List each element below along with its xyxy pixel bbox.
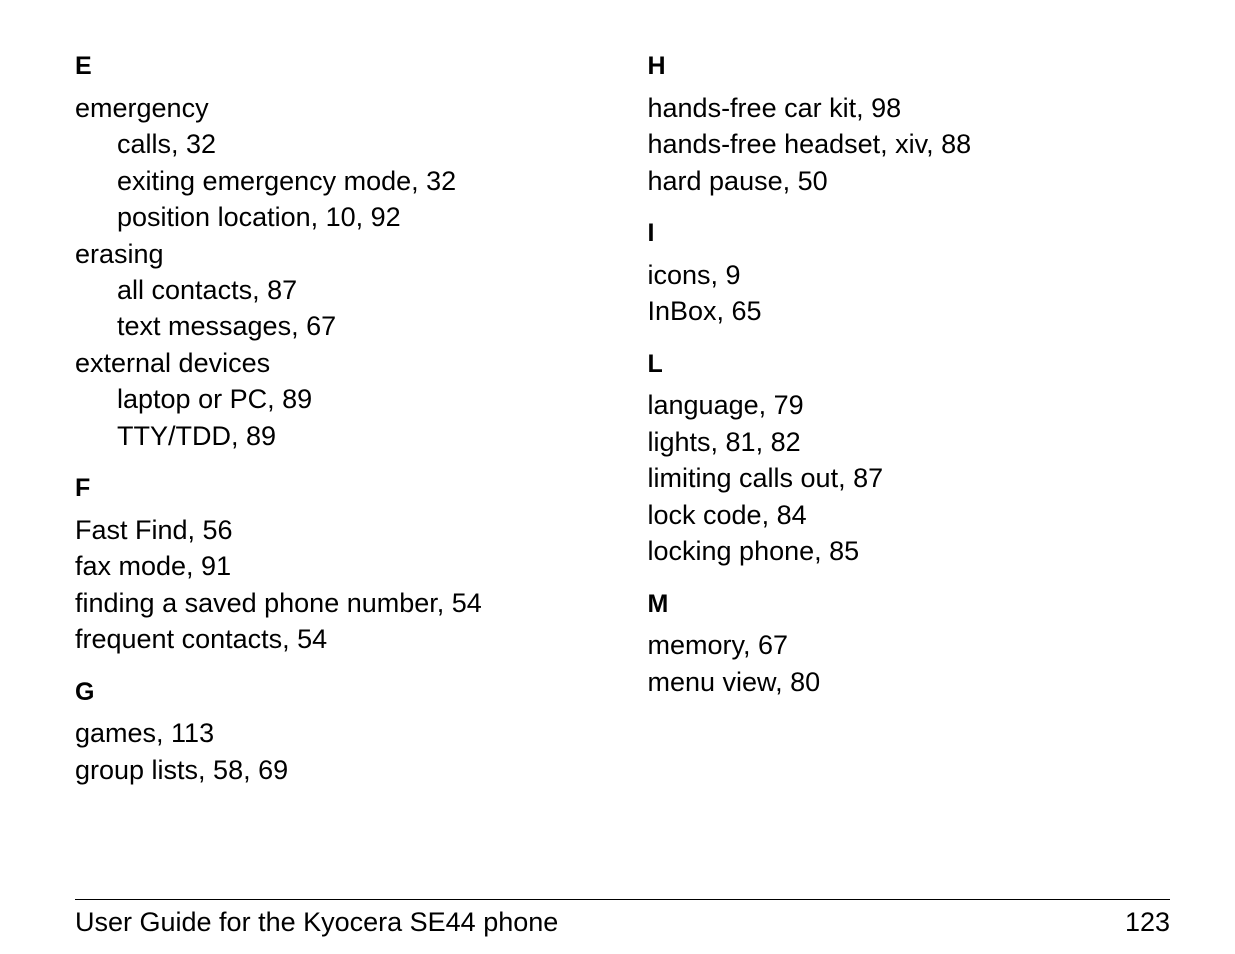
index-entry: external devices	[75, 345, 588, 381]
index-section-L: L language, 79 lights, 81, 82 limiting c…	[648, 348, 1161, 570]
index-subentry: calls, 32	[75, 126, 588, 162]
index-subentry: all contacts, 87	[75, 272, 588, 308]
index-section-E: E emergency calls, 32 exiting emergency …	[75, 50, 588, 454]
index-entry: lock code, 84	[648, 497, 1161, 533]
index-letter: M	[648, 588, 1161, 622]
index-entry: hands-free headset, xiv, 88	[648, 126, 1161, 162]
index-entry: erasing	[75, 236, 588, 272]
index-letter: I	[648, 217, 1161, 251]
index-letter: E	[75, 50, 588, 84]
index-entry: menu view, 80	[648, 664, 1161, 700]
index-subentry: exiting emergency mode, 32	[75, 163, 588, 199]
index-subentry: position location, 10, 92	[75, 199, 588, 235]
footer-rule	[75, 899, 1170, 900]
index-section-H: H hands-free car kit, 98 hands-free head…	[648, 50, 1161, 199]
index-entry: hands-free car kit, 98	[648, 90, 1161, 126]
index-entry: Fast Find, 56	[75, 512, 588, 548]
index-entry: group lists, 58, 69	[75, 752, 588, 788]
index-subentry: TTY/TDD, 89	[75, 418, 588, 454]
index-section-I: I icons, 9 InBox, 65	[648, 217, 1161, 330]
index-letter: F	[75, 472, 588, 506]
index-entry: limiting calls out, 87	[648, 460, 1161, 496]
index-letter: G	[75, 676, 588, 710]
index-entry: games, 113	[75, 715, 588, 751]
index-section-F: F Fast Find, 56 fax mode, 91 finding a s…	[75, 472, 588, 658]
page-footer: User Guide for the Kyocera SE44 phone 12…	[75, 907, 1170, 938]
index-letter: L	[648, 348, 1161, 382]
index-section-G: G games, 113	[75, 676, 588, 752]
index-entry: fax mode, 91	[75, 548, 588, 584]
index-entry: lights, 81, 82	[648, 424, 1161, 460]
index-section-G-continued: group lists, 58, 69	[75, 752, 588, 788]
index-subentry: text messages, 67	[75, 308, 588, 344]
index-entry: memory, 67	[648, 627, 1161, 663]
footer-page-number: 123	[1125, 907, 1170, 938]
index-entry: InBox, 65	[648, 293, 1161, 329]
index-page: E emergency calls, 32 exiting emergency …	[0, 0, 1235, 954]
index-entry: hard pause, 50	[648, 163, 1161, 199]
index-subentry: laptop or PC, 89	[75, 381, 588, 417]
index-section-M: M memory, 67 menu view, 80	[648, 588, 1161, 701]
footer-title: User Guide for the Kyocera SE44 phone	[75, 907, 558, 938]
index-entry: frequent contacts, 54	[75, 621, 588, 657]
index-entry: emergency	[75, 90, 588, 126]
index-entry: icons, 9	[648, 257, 1161, 293]
index-entry: finding a saved phone number, 54	[75, 585, 588, 621]
index-entry: locking phone, 85	[648, 533, 1161, 569]
index-entry: language, 79	[648, 387, 1161, 423]
index-letter: H	[648, 50, 1161, 84]
index-columns: E emergency calls, 32 exiting emergency …	[75, 50, 1160, 860]
